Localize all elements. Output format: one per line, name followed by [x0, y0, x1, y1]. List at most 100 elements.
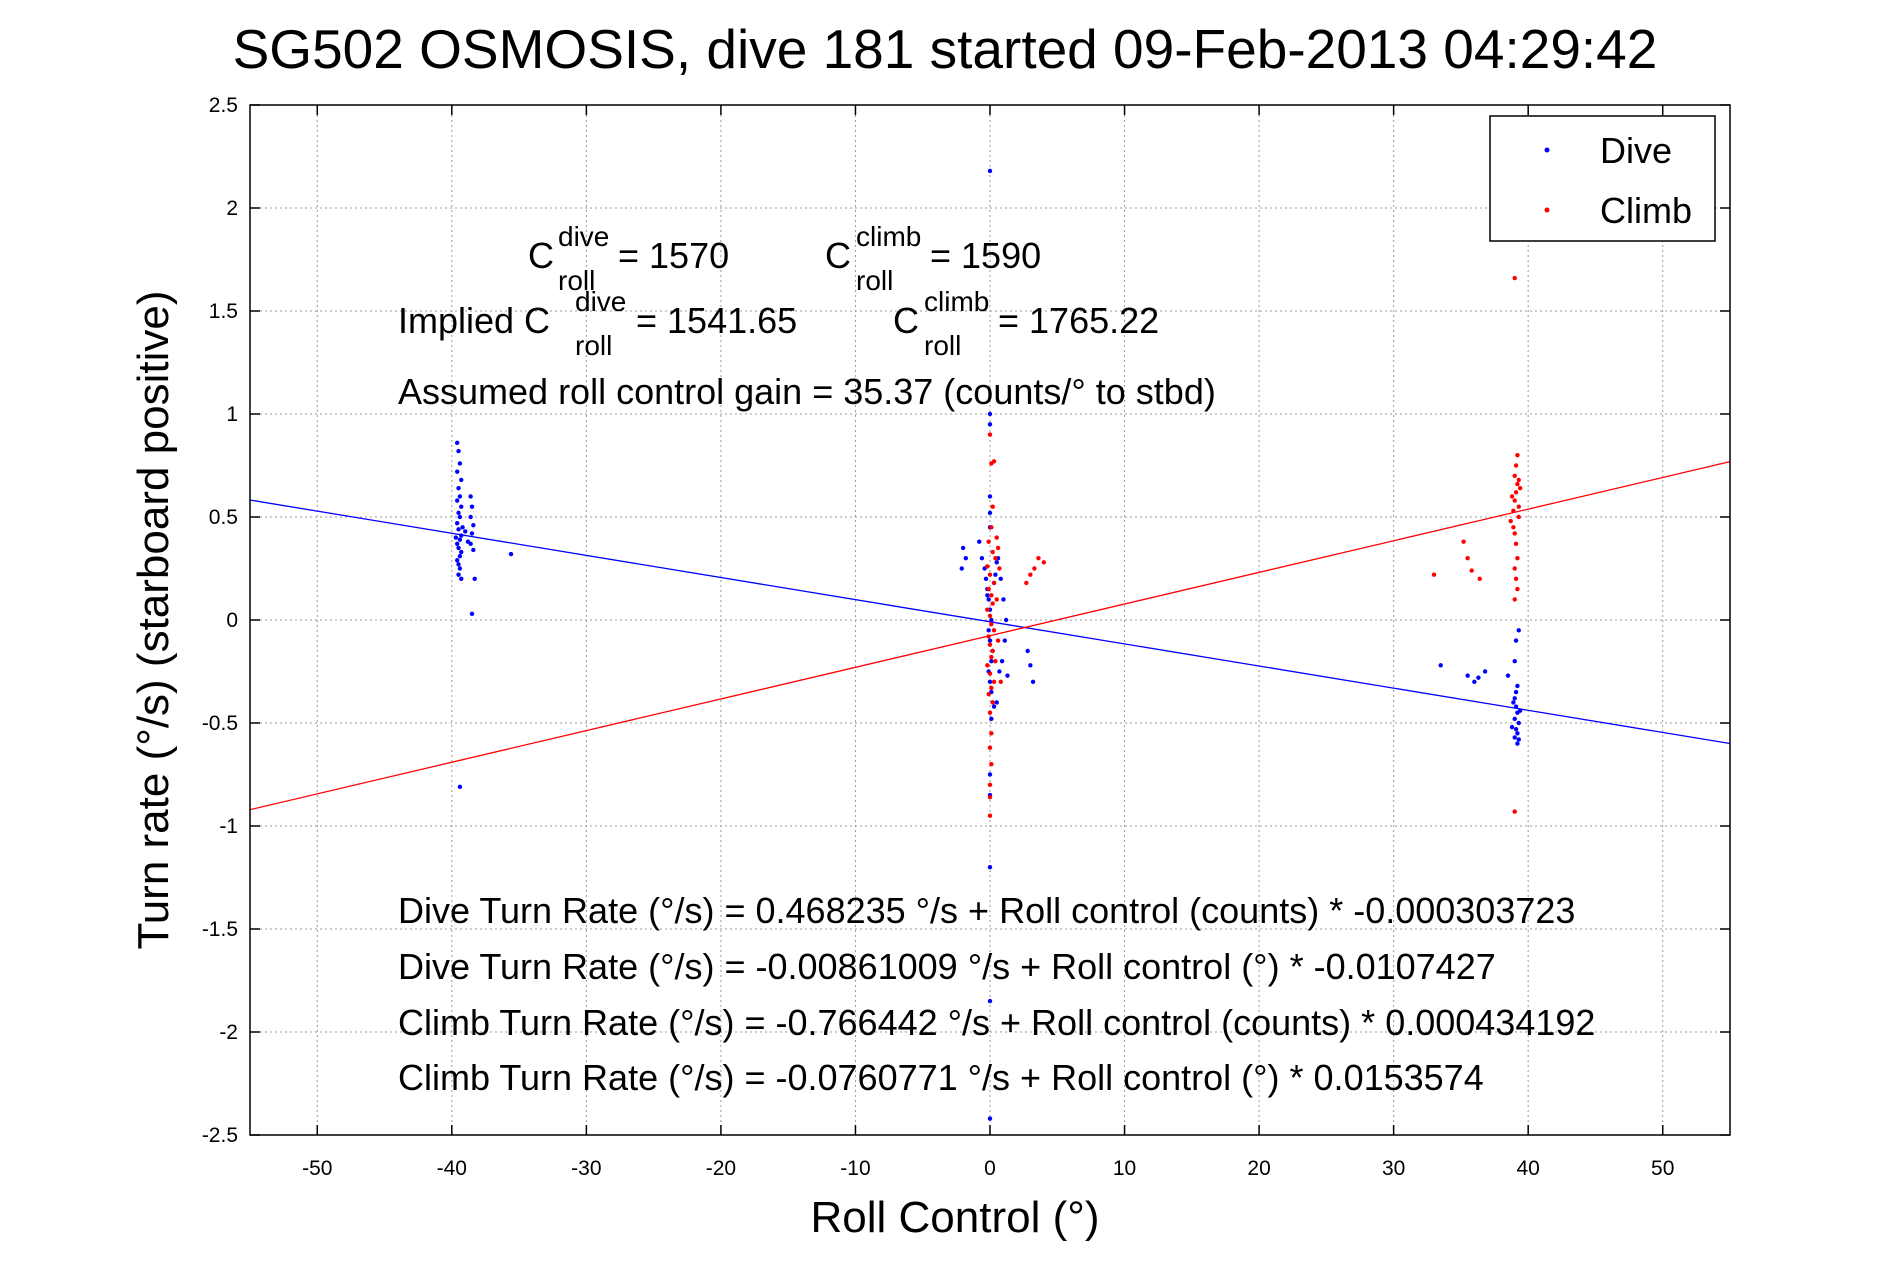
implied-dive-value: = 1541.65 [636, 300, 797, 341]
dive-point [986, 597, 991, 602]
climb-point [1508, 518, 1513, 524]
climb-point [987, 432, 993, 437]
climb-point [986, 691, 991, 697]
x-tick-label: -30 [571, 1157, 601, 1180]
implied-climb-sub: roll [924, 330, 961, 361]
c-dive-sub: roll [558, 265, 595, 296]
dive-point [457, 494, 463, 499]
y-tick-label: -0.5 [202, 712, 238, 735]
implied-climb-prefix: C [893, 300, 919, 341]
dive-point [960, 545, 966, 551]
climb-point [1516, 514, 1521, 520]
y-tick-label: 2 [226, 197, 238, 220]
dive-point [456, 510, 461, 516]
climb-point [985, 564, 990, 569]
climb-point [1512, 809, 1517, 814]
climb-point [1512, 597, 1517, 602]
climb-point [1024, 580, 1029, 586]
dive-point [455, 469, 460, 474]
dive-point [987, 1116, 993, 1121]
implied-climb-value: = 1765.22 [998, 300, 1159, 341]
dive-point [455, 498, 460, 503]
c-climb-sup: climb [856, 221, 921, 252]
c-dive-prefix: C [528, 235, 554, 276]
dive-point [1482, 669, 1488, 674]
y-tick-label: 0 [226, 609, 238, 632]
dive-point [1002, 638, 1007, 643]
legend-climb-marker [1544, 207, 1550, 213]
dive-point [508, 551, 514, 557]
climb-point [993, 659, 998, 664]
data-points [453, 168, 1523, 1121]
climb-point [990, 700, 995, 705]
dive-point [1517, 708, 1523, 713]
dive-point [1516, 737, 1521, 742]
dive-point [997, 669, 1002, 674]
climb-point [991, 679, 997, 684]
dive-point [469, 504, 475, 509]
climb-point [989, 525, 994, 530]
dive-point [1505, 673, 1511, 678]
climb-point [1512, 473, 1517, 478]
climb-point [1461, 539, 1466, 544]
dive-point [1516, 628, 1521, 633]
dive-point [989, 617, 994, 623]
c-climb-value: = 1590 [930, 235, 1041, 276]
x-tick-label: -50 [302, 1157, 332, 1180]
climb-point [1511, 525, 1516, 530]
x-tick-label: -10 [840, 1157, 870, 1180]
x-tick-label: -20 [706, 1157, 736, 1180]
dive-point [1028, 663, 1033, 668]
dive-point [1512, 735, 1517, 740]
climb-point [1515, 481, 1520, 487]
climb-point [995, 545, 1001, 551]
dive-point [1513, 638, 1519, 643]
climb-point [987, 613, 993, 619]
dive-point [987, 411, 993, 417]
dive-point [455, 541, 460, 546]
dive-point [1512, 659, 1517, 664]
climb-point [1028, 572, 1033, 577]
x-tick-label: 40 [1517, 1157, 1540, 1180]
fit-equations: Dive Turn Rate (°/s) = 0.468235 °/s + Ro… [398, 890, 1595, 1098]
climb-point [991, 580, 997, 586]
climb-point [1036, 556, 1041, 561]
dive-point [463, 529, 468, 534]
dive-point [987, 168, 993, 174]
dive-point [460, 525, 465, 530]
dive-point [991, 704, 997, 709]
y-tick-label: -1 [219, 815, 238, 838]
dive-point [471, 523, 476, 528]
climb-point [986, 634, 991, 639]
climb-point [1515, 453, 1520, 458]
dive-point [963, 556, 968, 561]
x-tick-label: -40 [437, 1157, 467, 1180]
c-dive-sup: dive [558, 221, 609, 252]
x-tick-label: 0 [984, 1157, 996, 1180]
x-tick-label: 10 [1113, 1157, 1136, 1180]
dive-point [1025, 648, 1030, 654]
dive-fit-line [249, 499, 1731, 745]
dive-point [1512, 716, 1517, 722]
dive-point [472, 576, 477, 581]
dive-point [457, 553, 463, 559]
dive-point [1030, 679, 1036, 684]
climb-point [1512, 566, 1517, 571]
climb-point [987, 813, 993, 818]
dive-point [469, 531, 475, 536]
climb-point [990, 601, 995, 606]
dive-point [455, 520, 460, 526]
y-tick-label: 1.5 [209, 300, 238, 323]
dive-point [1476, 675, 1481, 680]
dive-point [1005, 673, 1010, 678]
dive-point [468, 541, 473, 546]
c-dive-value: = 1570 [618, 235, 729, 276]
dive-point [993, 572, 998, 577]
y-axis-label: Turn rate (°/s) (starboard positive) [129, 290, 178, 949]
climb-point [1515, 586, 1520, 592]
climb-point [1509, 494, 1515, 499]
climb-point [987, 794, 993, 800]
dive-point [471, 547, 476, 553]
dive-point [1516, 720, 1521, 726]
dive-point [468, 514, 473, 520]
